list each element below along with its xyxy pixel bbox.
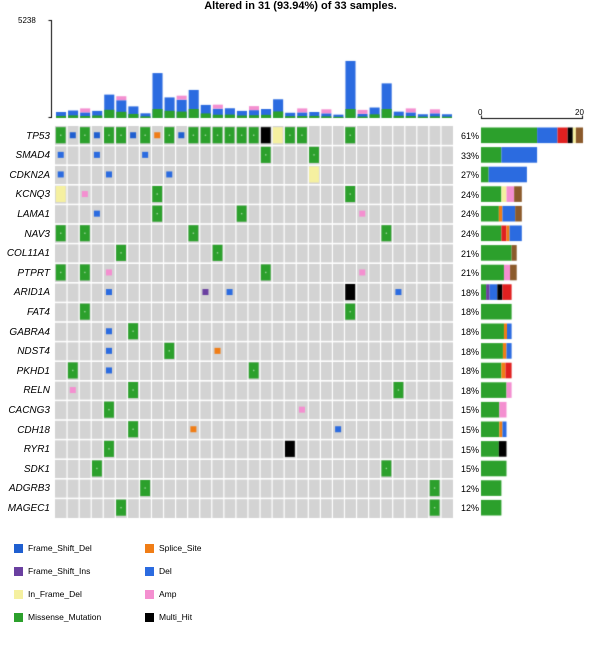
gene-label-kcnq3: KCNQ3	[15, 189, 50, 201]
right-axis-min-label: 0	[478, 108, 483, 117]
gene-label-fat4: FAT4	[27, 306, 50, 318]
gene-percent-adgrb3: 12%	[460, 483, 479, 494]
gene-percent-magec1: 12%	[460, 503, 479, 514]
gene-percent-sdk1: 15%	[460, 464, 479, 475]
gene-percent-tp53: 61%	[460, 131, 479, 141]
gene-percent-ndst4: 18%	[460, 346, 479, 357]
legend-swatch-del	[145, 567, 154, 576]
gene-percent-col11a1: 21%	[460, 248, 479, 259]
gene-percent-cdkn2a: 27%	[460, 170, 479, 181]
gene-percent-reln: 18%	[460, 385, 479, 396]
legend-label-in_frame_del: In_Frame_Del	[28, 589, 82, 599]
gene-percent-pkhd1: 18%	[460, 366, 479, 377]
legend-swatch-missense_mutation	[14, 613, 23, 622]
gene-label-reln: RELN	[23, 385, 50, 397]
gene-label-gabra4: GABRA4	[9, 326, 50, 338]
legend-swatch-multi_hit	[145, 613, 154, 622]
gene-label-cdh18: CDH18	[17, 424, 50, 436]
legend-label-amp: Amp	[159, 589, 177, 599]
gene-label-sdk1: SDK1	[23, 463, 50, 475]
gene-label-lama1: LAMA1	[17, 208, 50, 220]
gene-label-ryr1: RYR1	[23, 444, 50, 456]
gene-percent-nav3: 24%	[460, 229, 479, 239]
gene-label-smad4: SMAD4	[15, 150, 50, 162]
legend-label-splice_site: Splice_Site	[159, 543, 202, 553]
gene-label-col11a1: COL11A1	[6, 248, 50, 260]
gene-label-nav3: NAV3	[24, 228, 50, 240]
gene-percent-fat4: 18%	[460, 307, 479, 318]
gene-percent-arid1a: 18%	[460, 287, 479, 298]
legend-label-frame_shift_ins: Frame_Shift_Ins	[28, 566, 91, 576]
legend-swatch-amp	[145, 590, 154, 599]
gene-label-arid1a: ARID1A	[13, 287, 50, 299]
right-axis-max-label: 20	[575, 108, 584, 117]
gene-percent-lama1: 24%	[460, 209, 479, 220]
legend-swatch-frame_shift_del	[14, 544, 23, 553]
legend-swatch-splice_site	[145, 544, 154, 553]
gene-label-cdkn2a: CDKN2A	[9, 169, 50, 181]
gene-label-tp53: TP53	[26, 130, 50, 142]
gene-label-magec1: MAGEC1	[7, 502, 50, 514]
gene-percent-ptprt: 21%	[460, 268, 479, 279]
gene-label-adgrb3: ADGRB3	[8, 483, 50, 495]
legend-label-multi_hit: Multi_Hit	[159, 612, 193, 622]
gene-label-cacng3: CACNG3	[8, 404, 50, 416]
legend-swatch-in_frame_del	[14, 590, 23, 599]
gene-label-pkhd1: PKHD1	[16, 365, 50, 377]
gene-label-ptprt: PTPRT	[17, 267, 50, 279]
legend-label-del: Del	[159, 566, 172, 576]
gene-percent-smad4: 33%	[460, 150, 479, 161]
gene-percent-cacng3: 15%	[460, 405, 479, 416]
gene-percent-kcnq3: 24%	[460, 189, 479, 200]
legend-label-frame_shift_del: Frame_Shift_Del	[28, 543, 92, 553]
legend-swatch-frame_shift_ins	[14, 567, 23, 576]
gene-percent-gabra4: 18%	[460, 327, 479, 337]
gene-percent-cdh18: 15%	[460, 425, 479, 435]
legend-label-missense_mutation: Missense_Mutation	[28, 612, 102, 622]
gene-percent-ryr1: 15%	[460, 444, 479, 455]
top-axis-max-label: 5238	[18, 16, 36, 25]
gene-label-ndst4: NDST4	[17, 346, 50, 358]
